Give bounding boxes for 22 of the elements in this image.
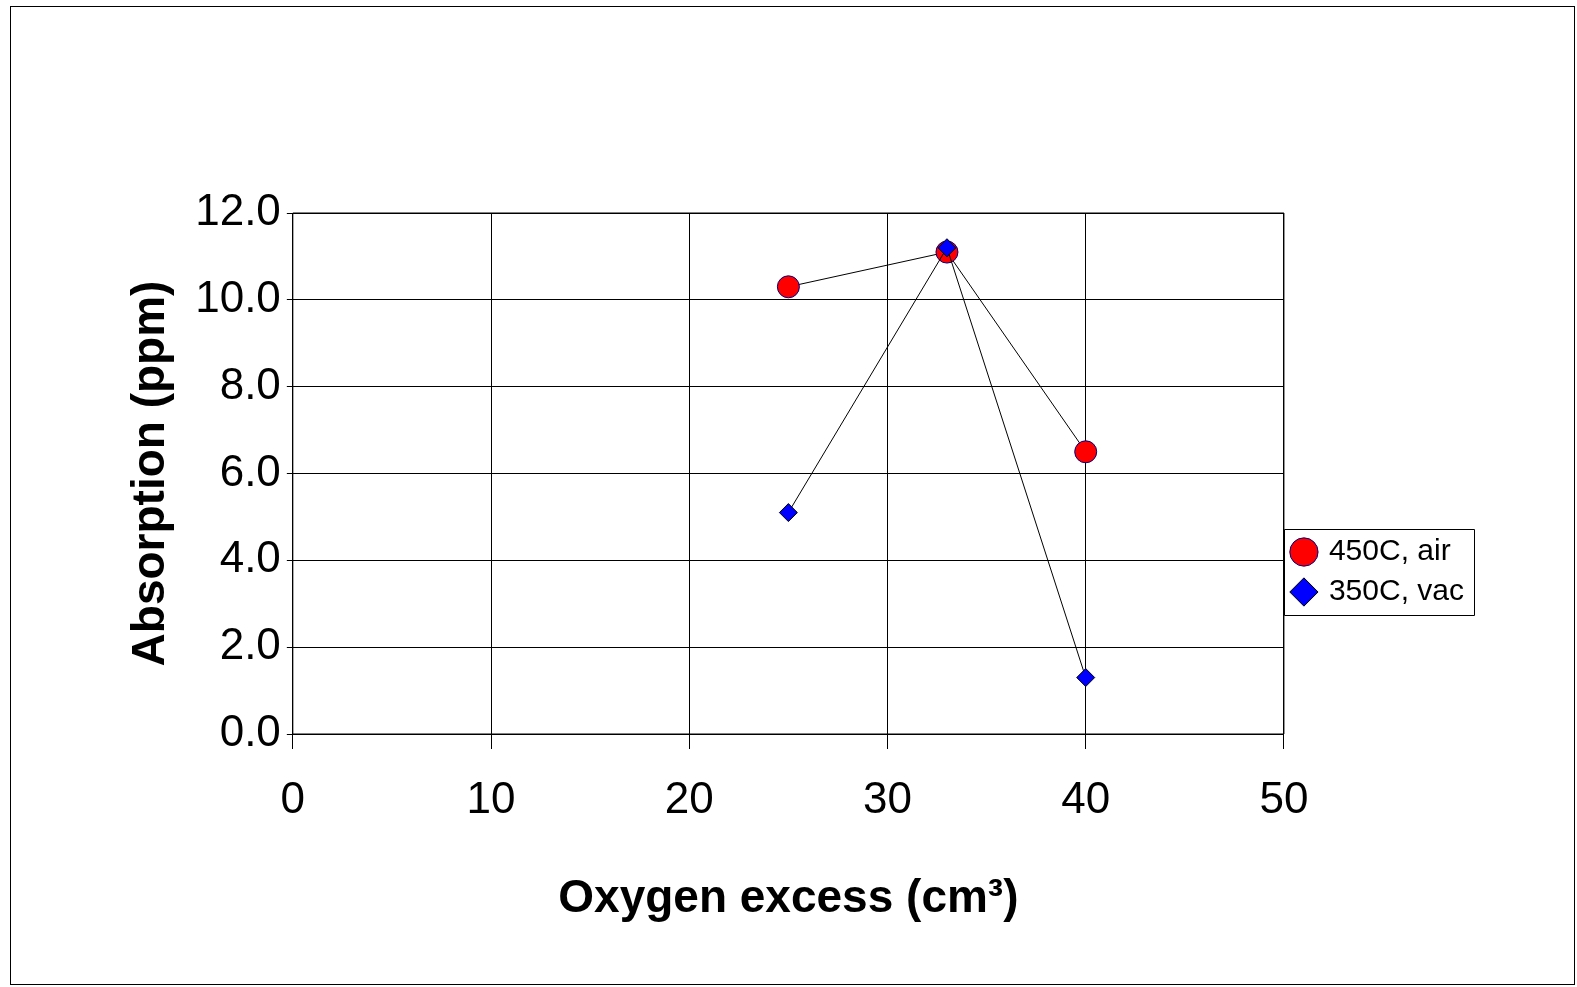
point (1074, 440, 1098, 464)
point (1076, 668, 1096, 688)
y-axis-title: Absorption (ppm) (122, 280, 175, 667)
y-tick-label: 6.0 (219, 445, 281, 495)
x-tick-label: 40 (1061, 772, 1111, 822)
x-tick-label: 10 (466, 772, 516, 822)
y-tick-label: 2.0 (219, 619, 281, 669)
point (776, 275, 800, 299)
y-tick-label: 8.0 (219, 358, 281, 408)
x-tick-label: 50 (1259, 772, 1309, 822)
legend-label: 450C, air (1328, 533, 1451, 567)
legend-label: 350C, vac (1328, 573, 1464, 607)
x-tick-label: 0 (280, 772, 306, 822)
point (778, 503, 798, 523)
x-tick-label: 30 (863, 772, 912, 822)
point (937, 238, 957, 258)
y-tick-label: 4.0 (219, 532, 281, 582)
y-tick-label: 0.0 (219, 706, 281, 756)
y-tick-label: 12.0 (195, 185, 281, 235)
x-axis-title: Oxygen excess (cm³) (558, 870, 1019, 923)
y-tick-label: 10.0 (195, 271, 281, 321)
x-tick-label: 20 (664, 772, 714, 822)
